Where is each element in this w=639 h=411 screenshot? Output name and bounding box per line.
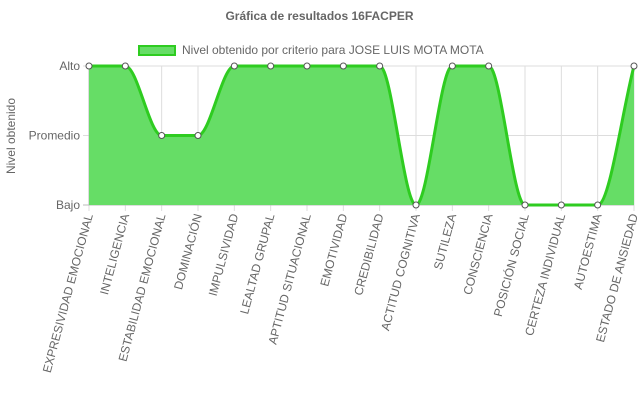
data-point[interactable] xyxy=(594,201,602,209)
y-tick-label: Promedio xyxy=(29,129,81,143)
y-tick-label: Alto xyxy=(59,59,80,73)
legend-label: Nivel obtenido por criterio para JOSE LU… xyxy=(182,43,484,57)
x-tick-label: DOMINACIÓN xyxy=(170,212,205,291)
data-point[interactable] xyxy=(121,62,129,70)
data-point[interactable] xyxy=(158,132,166,139)
data-point[interactable] xyxy=(412,201,420,209)
x-tick-label: EXPRESIVIDAD EMOCIONAL xyxy=(40,212,96,374)
data-point[interactable] xyxy=(230,62,238,70)
legend[interactable]: Nivel obtenido por criterio para JOSE LU… xyxy=(138,42,484,58)
x-tick-label: SUTILEZA xyxy=(431,212,459,271)
x-tick-label: ACTITUD COGNITIVA xyxy=(378,212,423,332)
data-point[interactable] xyxy=(85,62,93,70)
data-point[interactable] xyxy=(448,62,456,70)
data-point[interactable] xyxy=(339,62,347,70)
data-point[interactable] xyxy=(376,62,384,70)
series-area xyxy=(89,66,634,205)
chart-title: Gráfica de resultados 16FACPER xyxy=(225,9,414,23)
x-tick-label: POSICIÓN SOCIAL xyxy=(490,212,532,319)
x-tick-label: CERTEZA INDIVIDUAL xyxy=(522,212,568,337)
legend-swatch xyxy=(138,44,176,56)
data-point[interactable] xyxy=(630,62,638,70)
x-tick-label: AUTOESTIMA xyxy=(571,212,605,291)
data-point[interactable] xyxy=(303,62,311,70)
x-tick-label: IMPULSIVIDAD xyxy=(206,212,242,298)
data-point[interactable] xyxy=(485,62,493,70)
x-tick-label: LEALTAD GRUPAL xyxy=(237,212,277,316)
x-tick-label: CREDIBILIDAD xyxy=(351,212,386,297)
series-line xyxy=(89,64,636,207)
data-point[interactable] xyxy=(557,201,565,209)
x-tick-label: EMOTIVIDAD xyxy=(317,212,350,288)
x-tick-label: INTELIGENCIA xyxy=(97,212,132,296)
data-point[interactable] xyxy=(194,132,202,139)
x-tick-label: CONSCIENCIA xyxy=(460,212,495,296)
data-point[interactable] xyxy=(521,201,529,209)
y-tick-label: Bajo xyxy=(56,198,80,212)
data-point[interactable] xyxy=(267,62,275,70)
